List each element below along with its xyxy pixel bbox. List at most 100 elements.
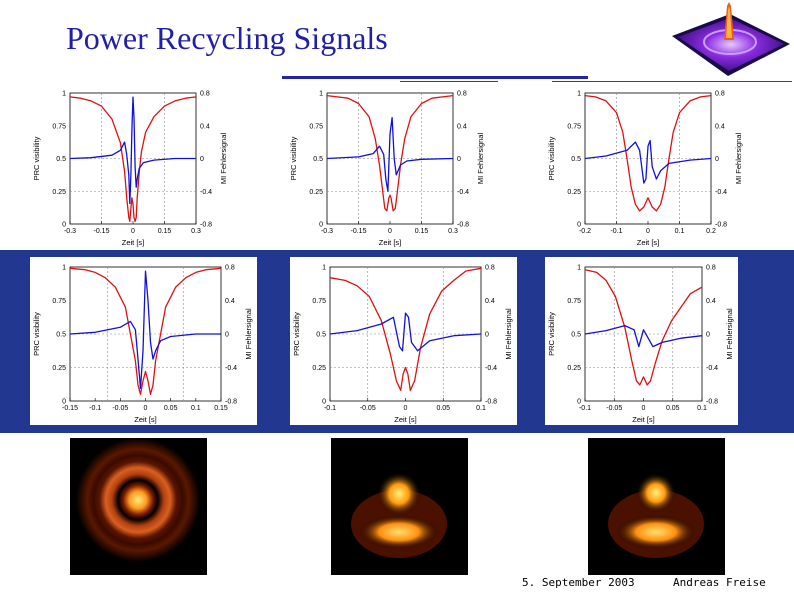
x-tick-label: 0.05 <box>436 405 450 412</box>
y-left-tick-label: 0.5 <box>316 332 326 339</box>
y-right-tick-label: 0.8 <box>225 265 235 272</box>
y-right-axis-label: MI Fehlersignal <box>734 133 743 185</box>
y-left-tick-label: 0.25 <box>52 189 66 196</box>
y-right-tick-label: -0.8 <box>706 399 718 406</box>
y-right-tick-label: -0.4 <box>200 189 212 196</box>
x-tick-label: -0.1 <box>89 405 101 412</box>
visibility-series-line <box>584 94 712 212</box>
x-tick-label: 0.3 <box>191 228 201 235</box>
visibility-series-line <box>584 269 703 386</box>
y-left-tick-label: 0.75 <box>309 123 323 130</box>
x-axis-label: Zeit [s] <box>134 415 157 424</box>
x-tick-label: 0.2 <box>706 228 716 235</box>
y-left-tick-label: 0 <box>319 222 323 229</box>
x-tick-label: -0.15 <box>62 405 78 412</box>
y-right-tick-label: -0.8 <box>225 399 237 406</box>
y-left-tick-label: 0.5 <box>56 156 66 163</box>
y-left-tick-label: 0.75 <box>567 298 581 305</box>
chart-panel-2: -0.3 -0.15 0 0.15 0.3 0 0.25 0.5 0.75 1 -0.8 -0.4 0 0… <box>287 83 489 248</box>
y-right-axis-label: MI Fehlersignal <box>504 308 513 360</box>
y-right-tick-label: 0.8 <box>706 265 716 272</box>
y-right-tick-label: 0.4 <box>485 298 495 305</box>
y-left-tick-label: 1 <box>577 91 581 98</box>
y-left-tick-label: 0.75 <box>312 298 326 305</box>
chart-panel-5: -0.1 -0.05 0 0.05 0.1 0 0.25 0.5 0.75 1 -0.8 -0.4 0 0… <box>290 257 517 425</box>
x-axis-label: Zeit [s] <box>637 238 660 247</box>
y-right-axis-label: MI Fehlersignal <box>244 308 253 360</box>
y-right-tick-label: 0.4 <box>706 298 716 305</box>
x-axis-label: Zeit [s] <box>122 238 145 247</box>
x-tick-label: -0.2 <box>579 228 591 235</box>
x-tick-label: 0 <box>646 228 650 235</box>
y-left-tick-label: 0.25 <box>52 365 66 372</box>
chart-panel-1: -0.3 -0.15 0 0.15 0.3 0 0.25 0.5 0.75 1 -0.8 -0.4 0 0… <box>30 83 232 248</box>
chart-panel-3: -0.2 -0.1 0 0.1 0.2 0 0.25 0.5 0.75 1 -0.8 -0.4 0 0.4… <box>545 83 747 248</box>
x-tick-label: 0.1 <box>191 405 201 412</box>
chart-panel-4: -0.15 -0.1 -0.05 0 0.05 0.1 0.15 0 0.25 0.5 0.75 1 -… <box>30 257 257 425</box>
beam-image-1 <box>70 438 207 575</box>
chart-svg: -0.3 -0.15 0 0.15 0.3 0 0.25 0.5 0.75 1 -0.8 -0.4 0 0… <box>32 91 228 248</box>
y-left-axis-label: PRC visibility <box>547 136 556 180</box>
visibility-series-line <box>326 94 454 212</box>
x-tick-label: -0.05 <box>606 405 622 412</box>
x-tick-label: -0.15 <box>94 228 110 235</box>
chart-panel-6: -0.1 -0.05 0 0.05 0.1 0 0.25 0.5 0.75 1 -0.8 -0.4 0 0… <box>545 257 738 425</box>
x-tick-label: 0 <box>131 228 135 235</box>
y-right-tick-label: 0 <box>715 156 719 163</box>
y-left-tick-label: 0.25 <box>567 189 581 196</box>
x-axis-label: Zeit [s] <box>379 238 402 247</box>
y-right-tick-label: 0.8 <box>200 91 210 98</box>
y-right-tick-label: 0 <box>200 156 204 163</box>
visibility-series-line <box>69 96 197 223</box>
beam-image-2 <box>331 438 468 575</box>
y-left-tick-label: 0.5 <box>313 156 323 163</box>
y-right-tick-label: 0.4 <box>200 123 210 130</box>
y-right-axis-label: MI Fehlersignal <box>476 133 485 185</box>
beam-profile-3d-logo <box>672 2 790 76</box>
x-axis-label: Zeit [s] <box>632 415 655 424</box>
y-left-tick-label: 1 <box>577 265 581 272</box>
x-tick-label: -0.05 <box>360 405 376 412</box>
footer-date: 5. September 2003 <box>522 576 635 589</box>
y-left-tick-label: 1 <box>62 91 66 98</box>
y-right-tick-label: -0.8 <box>200 222 212 229</box>
chart-svg: -0.2 -0.1 0 0.1 0.2 0 0.25 0.5 0.75 1 -0.8 -0.4 0 0.4… <box>547 91 743 248</box>
x-tick-label: 0.1 <box>476 405 486 412</box>
y-right-tick-label: 0 <box>225 332 229 339</box>
y-right-tick-label: -0.8 <box>715 222 727 229</box>
y-right-tick-label: -0.4 <box>706 365 718 372</box>
y-left-tick-label: 0.75 <box>52 123 66 130</box>
y-left-axis-label: PRC visibility <box>547 312 556 356</box>
chart-svg: -0.3 -0.15 0 0.15 0.3 0 0.25 0.5 0.75 1 -0.8 -0.4 0 0… <box>289 91 485 248</box>
divider-line-right <box>552 81 792 82</box>
y-right-tick-label: -0.8 <box>457 222 469 229</box>
y-right-tick-label: -0.8 <box>485 399 497 406</box>
y-right-tick-label: -0.4 <box>485 365 497 372</box>
y-right-tick-label: 0.4 <box>715 123 725 130</box>
beam-image-3 <box>588 438 725 575</box>
slide-title: Power Recycling Signals <box>66 20 388 56</box>
footer-author: Andreas Freise <box>673 576 766 589</box>
divider-line-left <box>400 81 498 82</box>
x-tick-label: 0.15 <box>158 228 172 235</box>
y-right-tick-label: 0 <box>457 156 461 163</box>
y-left-tick-label: 0 <box>322 399 326 406</box>
y-right-tick-label: 0.4 <box>457 123 467 130</box>
y-left-tick-label: 0.25 <box>312 365 326 372</box>
y-left-tick-label: 1 <box>319 91 323 98</box>
chart-svg: -0.1 -0.05 0 0.05 0.1 0 0.25 0.5 0.75 1 -0.8 -0.4 0 0… <box>547 265 734 425</box>
y-left-tick-label: 0.75 <box>52 298 66 305</box>
y-left-axis-label: PRC visibility <box>292 312 301 356</box>
x-tick-label: 0.1 <box>675 228 685 235</box>
y-left-tick-label: 0 <box>577 222 581 229</box>
y-left-tick-label: 1 <box>322 265 326 272</box>
error-signal-series-line <box>584 324 703 348</box>
y-right-tick-label: 0 <box>485 332 489 339</box>
title-underline <box>282 76 588 79</box>
chart-svg: -0.1 -0.05 0 0.05 0.1 0 0.25 0.5 0.75 1 -0.8 -0.4 0 0… <box>292 265 513 425</box>
x-tick-label: 0.3 <box>448 228 458 235</box>
x-tick-label: -0.05 <box>112 405 128 412</box>
y-left-tick-label: 0.5 <box>571 156 581 163</box>
y-left-axis-label: PRC visibility <box>32 136 41 180</box>
x-tick-label: -0.3 <box>64 228 76 235</box>
